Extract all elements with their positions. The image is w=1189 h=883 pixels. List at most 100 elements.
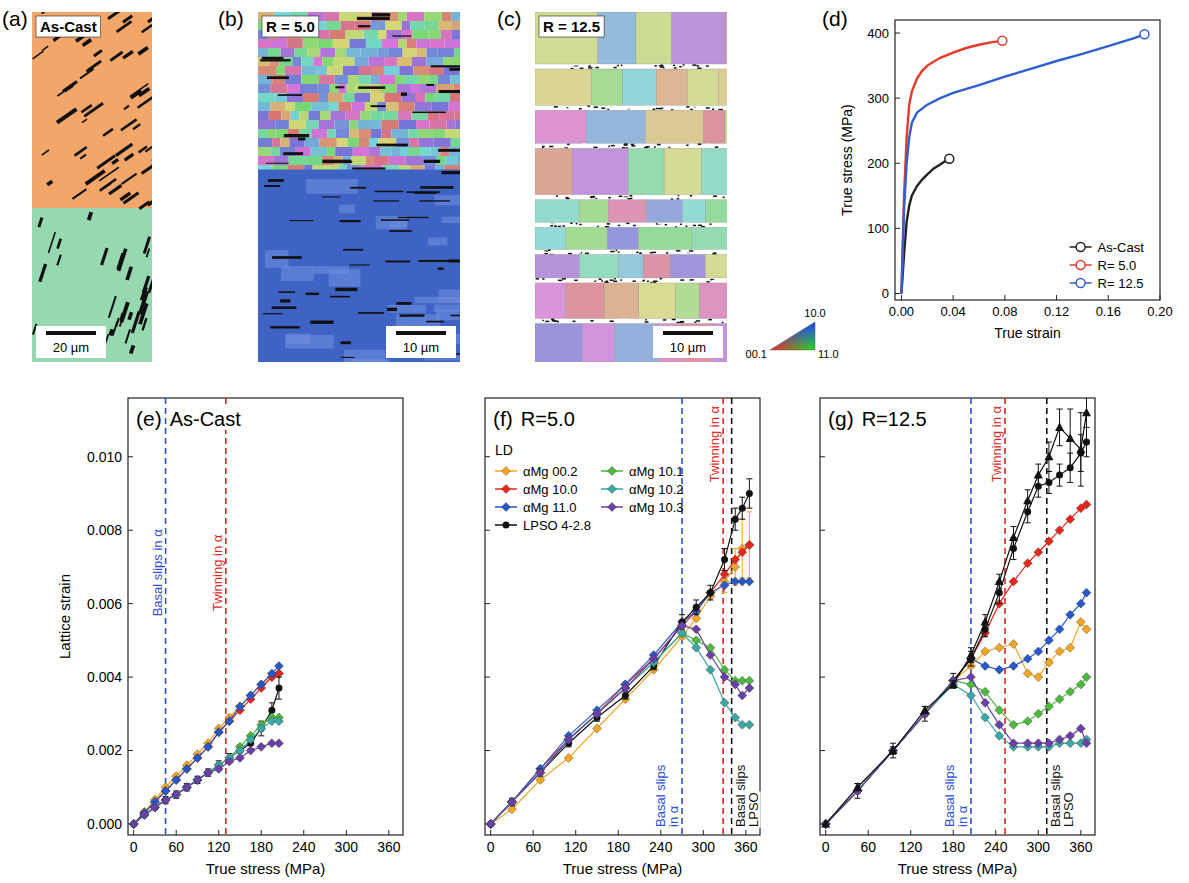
label-box [262,16,319,37]
micrograph-labels: R = 12.510 µm [539,16,723,358]
lpso-speckle [558,280,562,282]
lpso-streak [340,220,361,222]
grain [535,227,566,249]
x-tick [1056,295,1057,300]
y-tick [485,677,490,678]
lpso-speckle [697,67,701,69]
legend-label: As-Cast [1098,240,1145,255]
x-tick [218,830,219,835]
lpso-speckle [542,278,544,280]
lpso-speckle [647,281,649,283]
grain [382,129,392,138]
x-tick-label: 360 [377,839,401,855]
grain [370,93,384,102]
data-point [486,819,495,828]
data-point [274,662,283,671]
grain [355,21,371,30]
lpso-speckle [710,279,714,281]
data-point [1044,452,1053,461]
data-point [1082,739,1091,748]
micrograph-labels: R = 5.010 µm [262,16,456,358]
lpso-streak [123,105,129,110]
lpso-speckle [719,282,722,284]
grain [328,93,343,102]
lpso-speckle [610,251,614,253]
series [821,500,1091,828]
grain [305,156,322,165]
data-point [1066,731,1075,740]
grain [425,21,438,30]
grain [705,254,727,278]
grain [410,21,424,30]
grain [535,254,580,278]
data-point [1076,444,1085,453]
lpso-streak [82,38,93,47]
series [486,512,754,829]
data-point [1009,662,1018,671]
lpso-speckle [623,195,627,197]
lpso-speckle [607,223,611,225]
x-axis-title: True stress (MPa) [563,860,682,877]
scale-bar-box [386,326,456,358]
lpso-speckle [643,280,645,282]
grain [341,21,355,30]
data-point [995,731,1004,740]
x-tick-label: 180 [607,839,631,855]
grain [327,66,343,75]
lpso-streak [268,179,284,182]
data-point [622,692,629,699]
grain [308,111,320,120]
grain [580,254,619,278]
lpso-streak [306,293,319,295]
grain [258,84,270,93]
x-tick [953,830,954,835]
lpso-speckle [564,320,567,322]
grain [395,75,404,84]
lpso-streak [124,153,134,162]
grain [258,147,270,156]
lpso-speckle [698,143,701,145]
lpso-speckle [608,146,610,148]
scale-bar-label: 10 µm [670,340,706,355]
lpso-speckle [590,321,594,323]
lpso-speckle [705,224,707,226]
label-patch [492,407,514,430]
label-box [36,16,101,37]
data-point [720,698,729,707]
legend-label: LPSO 4-2.8 [523,518,591,533]
lpso-speckle [593,66,595,68]
grain [636,12,672,64]
lpso-speckle [639,252,641,254]
grain [319,75,334,84]
lpso-speckle [538,108,540,110]
grain [318,30,330,39]
legend-label: αMg 10.2 [629,482,684,497]
plot-area [821,398,1091,835]
x-tick-label: 60 [860,839,876,855]
grain [330,111,345,120]
grain [442,217,460,223]
grain [354,93,370,102]
grain [384,57,397,66]
lpso-speckle [696,320,700,322]
lpso-speckle [658,321,660,323]
grain [447,120,456,129]
legend-label: αMg 00.2 [523,464,578,479]
lpso-speckle [691,321,695,323]
lpso-streak [263,313,283,314]
data-point [161,796,170,805]
lpso-speckle [631,198,633,200]
legend-marker [608,503,617,512]
lpso-speckle [666,67,669,69]
lpso-streak [141,160,152,175]
grain [347,138,359,147]
data-point [738,691,747,700]
lpso-streak [260,59,290,61]
series [487,479,753,828]
lpso-streak [109,51,123,62]
annotation-label: Twinning in α [707,406,722,483]
lpso-speckle [570,222,572,224]
data-point [678,621,687,630]
chart-panel: 0601201802403003600.0000.0020.0040.0060.… [56,398,403,877]
grain [566,227,608,249]
